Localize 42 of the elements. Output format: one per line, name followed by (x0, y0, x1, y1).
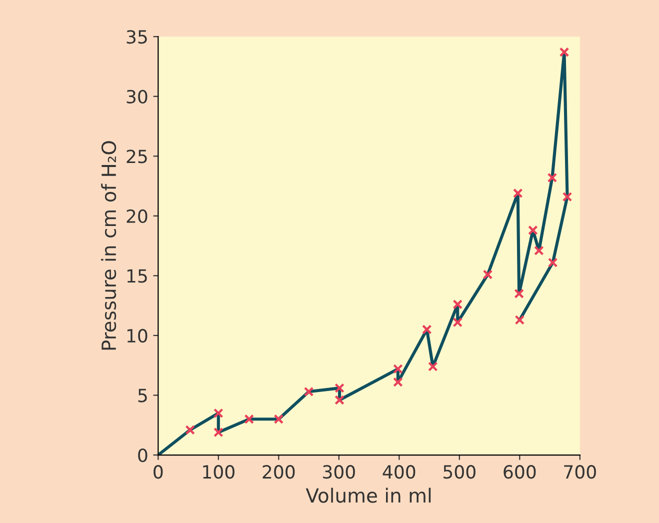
point (213, 427, 224, 438)
point (452, 299, 463, 310)
y-tick-label: 25 (126, 150, 147, 164)
point (559, 47, 570, 58)
point (548, 258, 558, 268)
y-tick-label: 10 (127, 328, 148, 343)
point (452, 317, 463, 328)
point (393, 364, 403, 374)
x-tick-label: 500 (444, 465, 476, 479)
point (334, 383, 344, 393)
point (514, 288, 524, 299)
x-tick-label: 200 (262, 465, 295, 479)
x-axis-title: Volume in ml (306, 488, 431, 503)
x-tick-label: 700 (564, 465, 596, 479)
y-tick-label: 5 (138, 388, 147, 402)
y-tick-label: 35 (126, 30, 147, 44)
point (393, 377, 403, 388)
point (213, 408, 224, 418)
y-tick-label: 0 (138, 448, 148, 462)
y-tick-label: 30 (126, 90, 148, 104)
y-tick-label: 15 (127, 269, 147, 283)
point (514, 315, 525, 325)
point (422, 324, 432, 334)
point (334, 395, 344, 405)
point (547, 172, 558, 183)
point (244, 414, 254, 424)
x-tick-label: 400 (382, 465, 416, 479)
x-tick-label: 0 (154, 465, 163, 479)
point (482, 270, 493, 280)
point (528, 225, 538, 236)
point (428, 362, 438, 372)
point (512, 188, 523, 198)
point (185, 424, 196, 435)
x-tick-label: 300 (323, 465, 355, 479)
point (304, 386, 314, 397)
x-tick-label: 100 (203, 465, 234, 479)
y-axis-title: Pressure in cm of H₂O (101, 141, 116, 350)
point (562, 192, 572, 202)
y-tick-label: 20 (126, 209, 148, 224)
point (274, 414, 284, 424)
x-tick-label: 600 (504, 465, 536, 479)
point (534, 246, 544, 256)
